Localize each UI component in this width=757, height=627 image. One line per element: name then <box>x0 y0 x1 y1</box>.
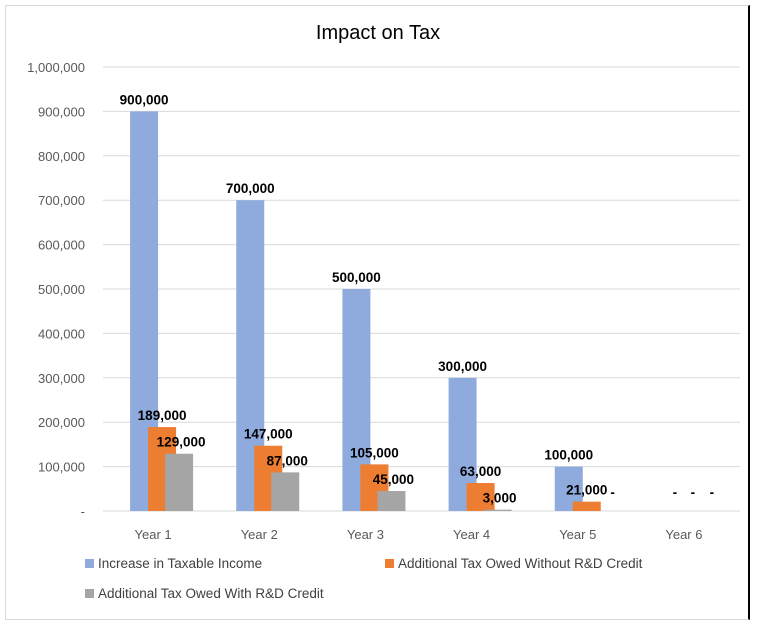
chart-frame <box>5 5 750 620</box>
bar <box>483 509 512 511</box>
legend-label: Increase in Taxable Income <box>98 556 262 571</box>
data-label: 87,000 <box>267 453 308 468</box>
x-tick-label: Year 3 <box>347 527 384 542</box>
x-tick-label: Year 4 <box>453 527 490 542</box>
y-tick-label: 800,000 <box>38 149 85 164</box>
data-label: 21,000 <box>566 483 607 498</box>
data-label: 189,000 <box>138 408 187 423</box>
legend-label: Additional Tax Owed Without R&D Credit <box>398 556 643 571</box>
y-tick-label: 200,000 <box>38 415 85 430</box>
legend-swatch <box>385 559 394 568</box>
data-label: 147,000 <box>244 427 293 442</box>
data-label: - <box>673 485 678 500</box>
x-tick-label: Year 1 <box>135 527 172 542</box>
y-tick-label: 1,000,000 <box>27 60 85 75</box>
data-label: 100,000 <box>544 448 593 463</box>
legend-swatch <box>85 589 94 598</box>
data-label: 129,000 <box>157 435 206 450</box>
x-tick-label: Year 2 <box>241 527 278 542</box>
data-label: - <box>710 485 715 500</box>
bar <box>572 501 601 511</box>
data-label: 300,000 <box>438 359 487 374</box>
bar <box>165 453 194 511</box>
legend-swatch <box>85 559 94 568</box>
data-label: - <box>691 485 696 500</box>
x-tick-label: Year 6 <box>665 527 702 542</box>
chart-title: Impact on Tax <box>316 22 440 44</box>
y-tick-label: 600,000 <box>38 238 85 253</box>
data-label: - <box>610 485 615 500</box>
y-tick-label: - <box>81 504 85 519</box>
legend-label: Additional Tax Owed With R&D Credit <box>98 586 324 601</box>
y-tick-label: 900,000 <box>38 104 85 119</box>
y-tick-label: 400,000 <box>38 326 85 341</box>
data-label: 500,000 <box>332 270 381 285</box>
data-label: 105,000 <box>350 445 399 460</box>
data-label: 63,000 <box>460 464 501 479</box>
data-label: 45,000 <box>373 472 414 487</box>
data-label: 700,000 <box>226 181 275 196</box>
bar <box>377 491 406 511</box>
y-tick-label: 700,000 <box>38 193 85 208</box>
y-tick-label: 100,000 <box>38 460 85 475</box>
bar <box>466 483 495 511</box>
y-tick-label: 300,000 <box>38 371 85 386</box>
x-tick-label: Year 5 <box>559 527 596 542</box>
data-label: 3,000 <box>483 491 517 506</box>
y-tick-label: 500,000 <box>38 282 85 297</box>
data-label: 900,000 <box>120 92 169 107</box>
bar <box>271 472 300 511</box>
